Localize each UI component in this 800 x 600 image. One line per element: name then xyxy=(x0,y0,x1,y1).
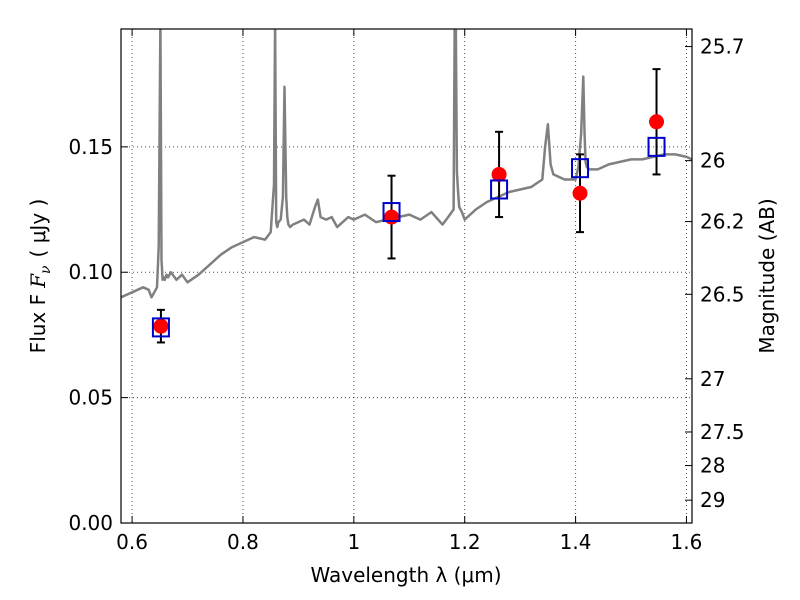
x-tick-label: 1.6 xyxy=(671,530,703,554)
model-point xyxy=(151,317,170,338)
y2-tick-label: 29 xyxy=(700,488,725,512)
y-tick-label: 0.15 xyxy=(68,135,113,159)
observed-point xyxy=(153,318,169,334)
observed-point xyxy=(384,209,400,225)
y2-tick-label: 27 xyxy=(700,367,725,391)
y2-tick-label: 27.5 xyxy=(700,420,745,444)
x-tick-label: 0.6 xyxy=(116,530,148,554)
y-axis-label: Flux F Fν ( μJy ) xyxy=(26,199,54,354)
spectrum-line xyxy=(121,29,692,299)
y-axis-label-main: Flux F xyxy=(26,294,50,353)
y2-tick-label: 25.7 xyxy=(700,35,745,59)
x-tick-label: 1.2 xyxy=(449,530,481,554)
plot-frame xyxy=(120,28,693,524)
points-layer xyxy=(151,68,666,344)
model-point xyxy=(382,202,401,223)
y-axis-label-sub: ν xyxy=(38,265,54,274)
y-tick-label: 0.00 xyxy=(68,511,113,535)
y-axis-label-unit: ( μJy ) xyxy=(26,199,50,258)
y2-tick-label: 26.5 xyxy=(700,282,745,306)
y-tick-label: 0.05 xyxy=(68,386,113,410)
y2-axis-label: Magnitude (AB) xyxy=(755,198,779,353)
observed-point xyxy=(572,185,588,201)
model-point xyxy=(490,179,509,200)
y-axis-label-group: Flux F Fν ( μJy ) xyxy=(26,199,54,354)
x-tick-label: 1.4 xyxy=(560,530,592,554)
spectrum-layer xyxy=(121,29,692,299)
x-tick-label: 1 xyxy=(347,530,360,554)
y-tick-label: 0.10 xyxy=(68,260,113,284)
x-tick-label: 0.8 xyxy=(227,530,259,554)
plot-area xyxy=(121,29,692,523)
x-axis-label: Wavelength λ (μm) xyxy=(310,563,501,587)
observed-point xyxy=(491,166,507,182)
y2-tick-label: 26.2 xyxy=(700,210,745,234)
y2-tick-label: 26 xyxy=(700,149,725,173)
y-axis-label-italic-f: F xyxy=(26,273,50,289)
model-point xyxy=(571,158,590,179)
model-point xyxy=(647,136,666,157)
observed-point xyxy=(649,114,665,130)
y2-tick-label: 28 xyxy=(700,454,725,478)
ticks: 0.6 0.8 1 1.2 1.4 1.6 0.00 0.05 0.10 0.15 25.7 26 26… xyxy=(68,29,745,554)
